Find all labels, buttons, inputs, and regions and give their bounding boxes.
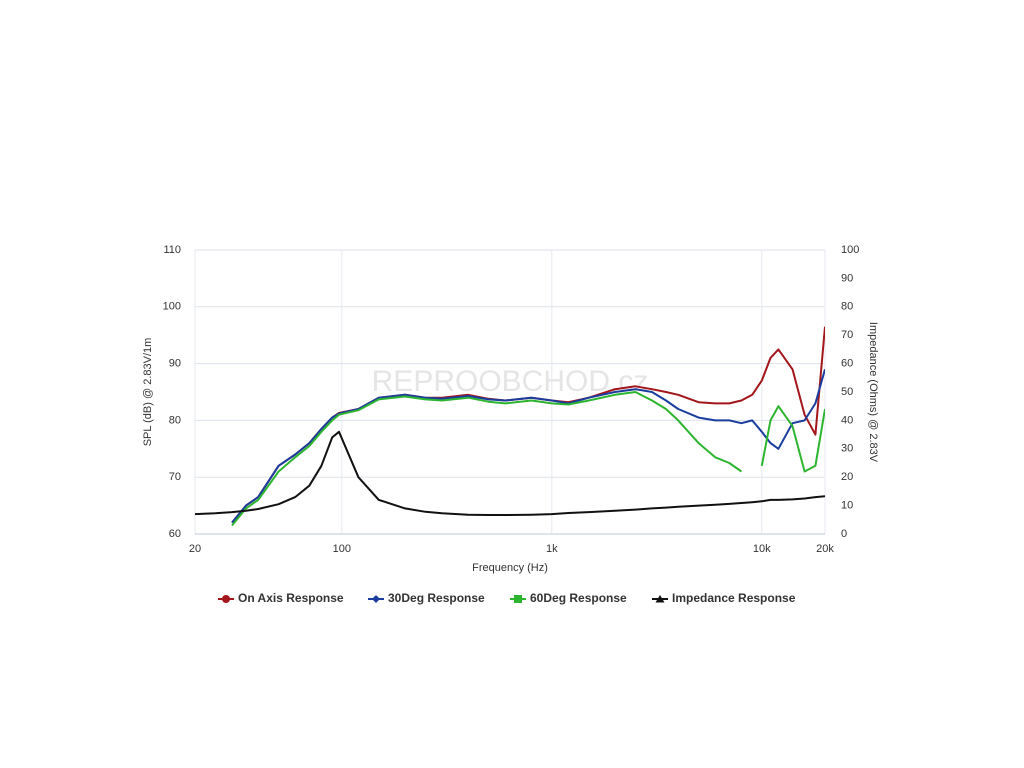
legend-label: 30Deg Response [388,591,485,605]
y2-tick-label: 0 [841,528,847,540]
y-tick-label: 60 [169,528,181,540]
x-axis-title: Frequency (Hz) [472,562,548,574]
y2-axis-title: Impedance (Ohms) @ 2.83V [867,322,879,463]
y2-tick-label: 60 [841,358,853,370]
y2-tick-label: 40 [841,414,853,426]
y2-tick-label: 10 [841,500,853,512]
y2-tick-label: 50 [841,386,853,398]
y2-tick-label: 30 [841,443,853,455]
x-tick-label: 100 [333,543,351,555]
y-tick-label: 90 [169,358,181,370]
series-line [231,369,825,524]
x-tick-label: 20 [189,543,201,555]
legend: On Axis Response 30Deg Response 60Deg Resp… [218,591,796,605]
legend-label: Impedance Response [672,591,796,605]
y-tick-label: 70 [169,471,181,483]
y-tick-label: 110 [163,244,181,256]
x-tick-label: 1k [546,543,558,555]
y2-tick-label: 80 [841,301,853,313]
x-tick-label: 10k [753,543,771,555]
y-tick-label: 100 [163,301,181,313]
y-axis-title: SPL (dB) @ 2.83V/1m [142,338,154,447]
y2-tick-label: 20 [841,471,853,483]
legend-label: On Axis Response [238,591,344,605]
series-line [231,391,825,527]
legend-marker [655,595,665,603]
legend-label: 60Deg Response [530,591,627,605]
series-line [231,326,825,524]
series-line [195,430,825,516]
legend-marker [222,595,230,603]
legend-marker [514,595,522,603]
y2-tick-label: 100 [841,244,859,256]
y2-tick-label: 70 [841,329,853,341]
x-tick-label: 20k [816,543,834,555]
legend-marker [372,595,380,603]
y2-tick-label: 90 [841,272,853,284]
y-tick-label: 80 [169,414,181,426]
